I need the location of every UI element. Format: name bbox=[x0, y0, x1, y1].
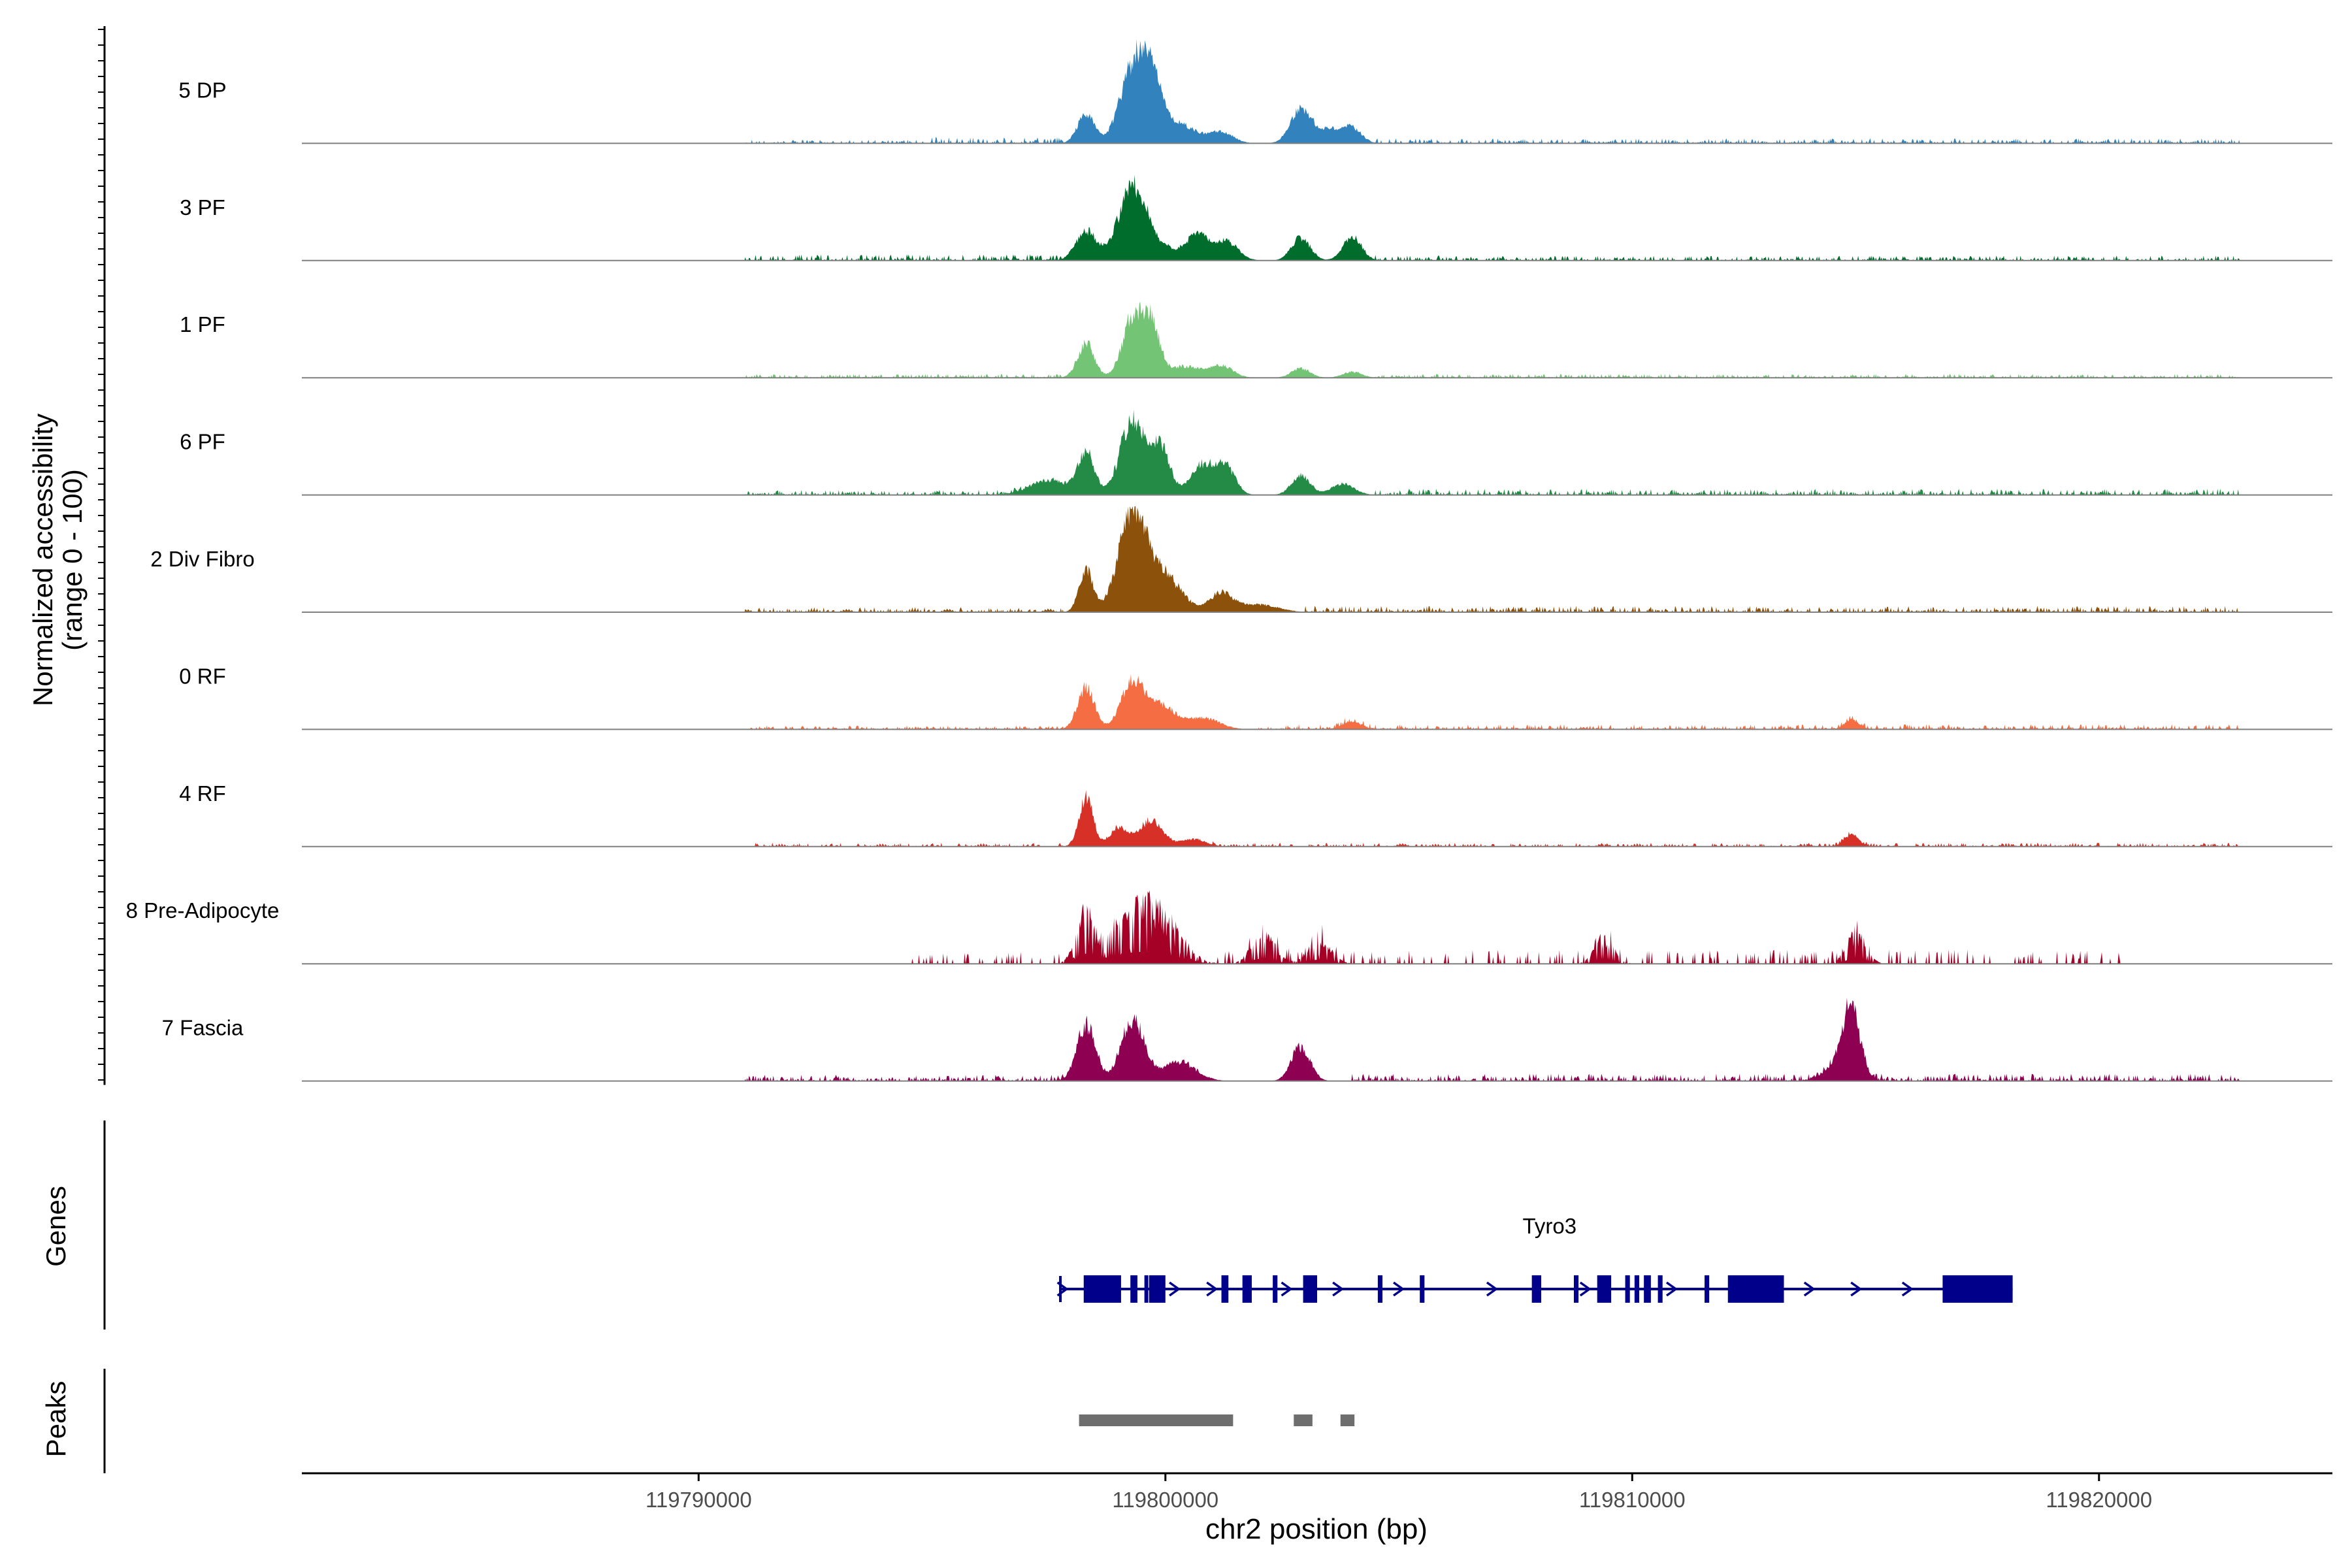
gene-exon bbox=[1130, 1275, 1137, 1303]
coverage-area-7-fascia bbox=[722, 998, 2249, 1081]
gene-exon bbox=[1083, 1275, 1121, 1303]
peak-region bbox=[1294, 1414, 1313, 1426]
track-7-fascia: 7 Fascia bbox=[162, 998, 2332, 1082]
track-label: 3 PF bbox=[180, 195, 225, 220]
track-label: 0 RF bbox=[179, 664, 226, 688]
strand-arrow-icon bbox=[1803, 1281, 1816, 1297]
gene-exon bbox=[1149, 1275, 1166, 1303]
gene-exon bbox=[1705, 1275, 1710, 1303]
strand-arrow-icon bbox=[1206, 1281, 1218, 1297]
track-label: 7 Fascia bbox=[162, 1016, 244, 1040]
gene-exon bbox=[1727, 1275, 1784, 1303]
gene-name-label: Tyro3 bbox=[1523, 1214, 1577, 1238]
strand-arrow-icon bbox=[1901, 1281, 1914, 1297]
peak-region bbox=[1340, 1414, 1355, 1426]
peak-region bbox=[1079, 1414, 1233, 1426]
strand-arrow-icon bbox=[1393, 1281, 1405, 1297]
gene-exon bbox=[1597, 1275, 1612, 1303]
gene-exon bbox=[1377, 1275, 1383, 1303]
coverage-area-3-pf bbox=[722, 174, 2249, 261]
gene-exon bbox=[1531, 1275, 1541, 1303]
track-label: 8 Pre-Adipocyte bbox=[126, 898, 280, 923]
track-label: 1 PF bbox=[180, 312, 225, 336]
gene-exon bbox=[1273, 1275, 1278, 1303]
track-label: 2 Div Fibro bbox=[150, 547, 255, 571]
gene-exon bbox=[1658, 1275, 1663, 1303]
gene-exon bbox=[1420, 1275, 1425, 1303]
y-axis-label-range: (range 0 - 100) bbox=[57, 469, 88, 651]
x-axis-label: chr2 position (bp) bbox=[1205, 1513, 1428, 1545]
x-tick-label: 119820000 bbox=[2046, 1488, 2152, 1512]
coverage-area-1-pf bbox=[722, 301, 2249, 378]
track-6-pf: 6 PF bbox=[180, 409, 2332, 496]
gene-exon bbox=[1942, 1275, 2013, 1303]
track-label: 6 PF bbox=[180, 430, 225, 454]
coverage-area-8-pre-adipocyte bbox=[722, 890, 2249, 964]
coverage-area-5-dp bbox=[722, 39, 2249, 144]
strand-arrow-icon bbox=[1579, 1281, 1592, 1297]
x-tick-label: 119800000 bbox=[1112, 1488, 1218, 1512]
gene-exon bbox=[1221, 1275, 1229, 1303]
x-axis: 119790000 119800000 119810000 119820000 bbox=[302, 1472, 2332, 1512]
strand-arrow-icon bbox=[1665, 1281, 1678, 1297]
peaks-label: Peaks bbox=[41, 1381, 71, 1458]
gene-exon bbox=[1625, 1275, 1630, 1303]
gene-exon bbox=[1303, 1275, 1317, 1303]
track-0-rf: 0 RF bbox=[179, 664, 2332, 730]
x-tick-label: 119790000 bbox=[645, 1488, 752, 1512]
coverage-area-2-div-fibro bbox=[722, 506, 2249, 612]
track-5-dp: 5 DP bbox=[178, 39, 2332, 144]
track-8-pre-adipocyte: 8 Pre-Adipocyte bbox=[126, 890, 2332, 965]
gene-annotation-track: Tyro3 bbox=[103, 1120, 2013, 1330]
gene-exon bbox=[1573, 1275, 1579, 1303]
gene-exon bbox=[1242, 1275, 1252, 1303]
gene-exon bbox=[1144, 1275, 1149, 1303]
strand-arrow-icon bbox=[1486, 1281, 1498, 1297]
track-3-pf: 3 PF bbox=[180, 174, 2332, 261]
coverage-area-6-pf bbox=[722, 409, 2249, 495]
strand-arrow-icon bbox=[1169, 1281, 1181, 1297]
track-1-pf: 1 PF bbox=[180, 301, 2332, 379]
peaks-track bbox=[103, 1369, 1355, 1473]
track-label: 5 DP bbox=[178, 78, 226, 102]
track-2-div-fibro: 2 Div Fibro bbox=[150, 506, 2332, 613]
genes-label: Genes bbox=[41, 1186, 71, 1267]
strand-arrow-icon bbox=[1281, 1281, 1293, 1297]
coverage-area-0-rf bbox=[722, 674, 2249, 730]
x-tick-label: 119810000 bbox=[1579, 1488, 1686, 1512]
track-label: 4 RF bbox=[179, 781, 226, 806]
y-axis-label: Normalized accessibility bbox=[27, 414, 58, 706]
gene-exon bbox=[1634, 1275, 1639, 1303]
track-4-rf: 4 RF bbox=[179, 781, 2332, 847]
coverage-area-4-rf bbox=[722, 790, 2249, 847]
strand-arrow-icon bbox=[1332, 1281, 1345, 1297]
strand-arrow-icon bbox=[1056, 1281, 1069, 1297]
gene-exon bbox=[1644, 1275, 1651, 1303]
strand-arrow-icon bbox=[1850, 1281, 1863, 1297]
coverage-tracks: 5 DP 3 PF 1 PF 6 PF 2 Div Fibro 0 RF 4 RF 8 Pre… bbox=[98, 26, 2332, 1085]
